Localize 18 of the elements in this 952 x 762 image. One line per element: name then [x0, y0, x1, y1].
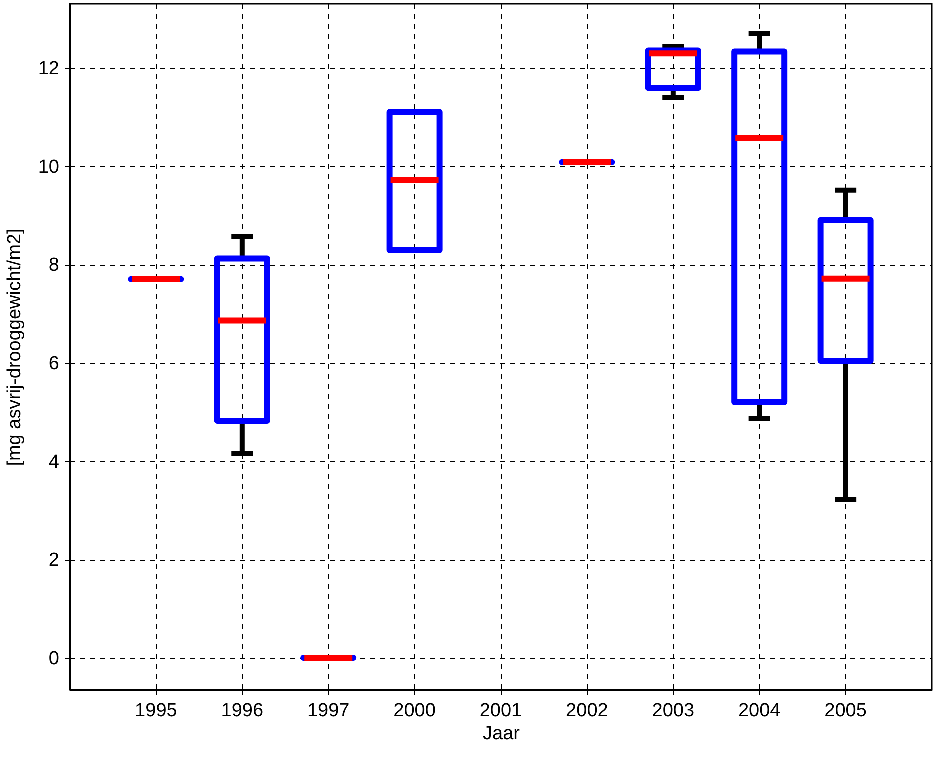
x-tick-label: 1996 [221, 700, 264, 722]
x-tick-label: 2004 [738, 700, 782, 722]
x-tick-label: 1997 [307, 700, 350, 722]
x-tick-label: 2003 [652, 700, 695, 722]
y-tick-label: 2 [48, 550, 60, 572]
y-tick-label: 12 [38, 58, 60, 80]
y-tick-label: 10 [38, 156, 60, 178]
x-tick-label: 2000 [394, 700, 436, 722]
y-tick-label: 0 [48, 648, 60, 670]
y-tick-label: 6 [48, 353, 60, 374]
y-axis-title: [mg asvrij-drooggewicht/m2] [4, 228, 26, 466]
x-tick-label: 2005 [824, 700, 867, 722]
y-tick-label: 4 [48, 452, 60, 473]
x-tick-label: 1995 [135, 700, 178, 722]
x-tick-label: 2002 [566, 700, 608, 722]
y-tick-label: 8 [48, 255, 60, 276]
x-axis-title: Jaar [483, 724, 521, 744]
x-tick-label: 2001 [480, 700, 522, 722]
